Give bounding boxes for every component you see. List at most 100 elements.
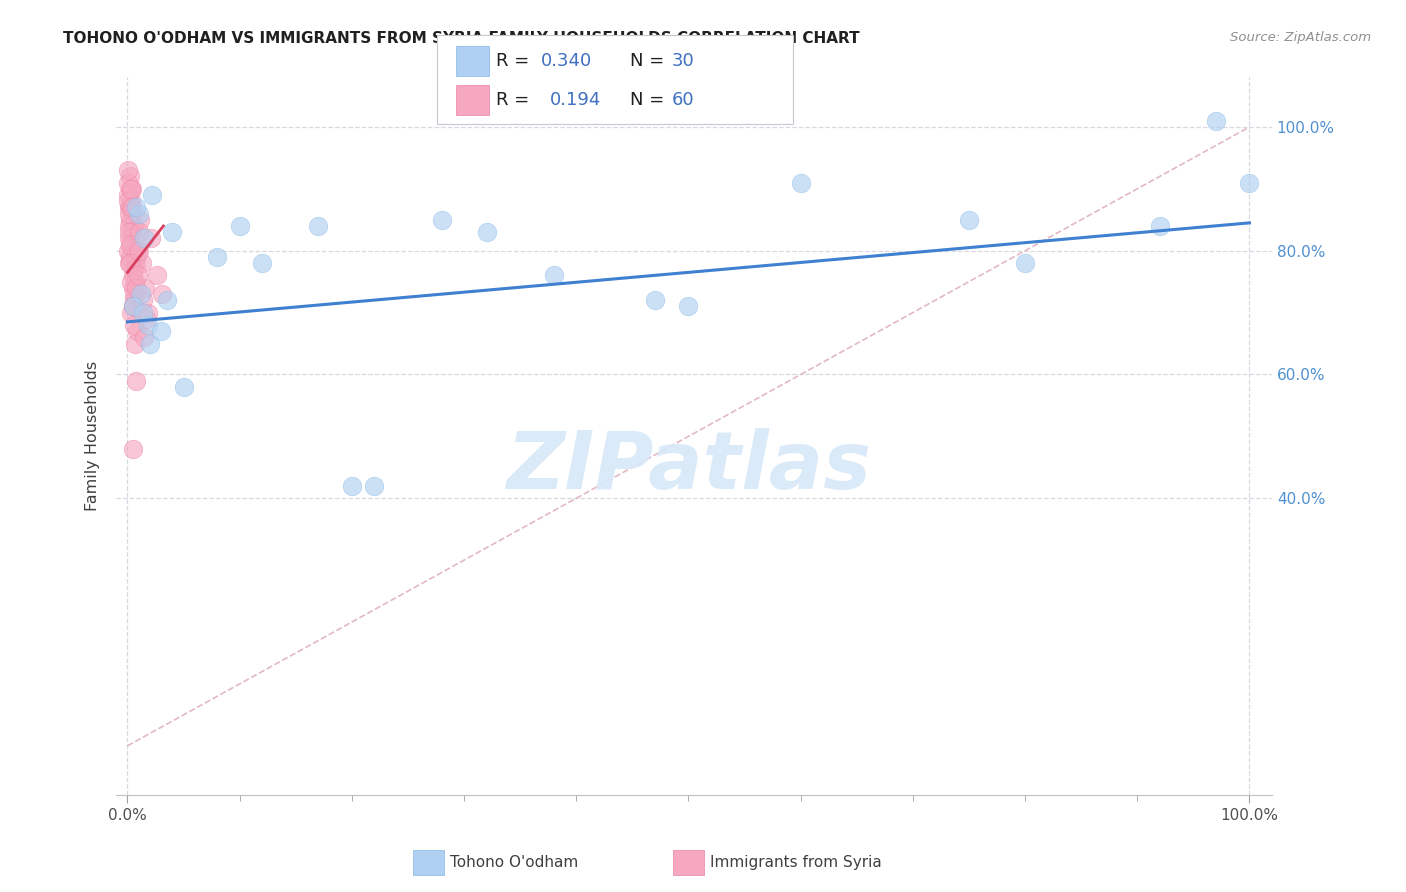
Point — [125, 256, 148, 270]
Point — [139, 336, 162, 351]
Point — [117, 176, 139, 190]
Point — [789, 176, 811, 190]
Point — [117, 194, 139, 209]
Point — [125, 281, 148, 295]
Point — [125, 201, 148, 215]
Point — [957, 212, 980, 227]
Text: N =: N = — [630, 91, 669, 109]
Point — [207, 250, 229, 264]
Point — [120, 237, 142, 252]
Point — [121, 268, 143, 283]
Point — [122, 300, 145, 314]
Point — [121, 206, 143, 220]
Point — [118, 250, 141, 264]
Point — [156, 293, 179, 308]
Point — [644, 293, 666, 308]
Point — [141, 188, 163, 202]
Point — [128, 244, 150, 258]
Point — [139, 231, 162, 245]
Point — [120, 305, 142, 319]
Point — [124, 336, 146, 351]
Point — [250, 256, 273, 270]
Point — [136, 305, 159, 319]
Point — [124, 262, 146, 277]
Point — [120, 212, 142, 227]
Point — [122, 293, 145, 308]
Point — [228, 219, 250, 233]
Point — [120, 194, 142, 209]
Point — [120, 182, 142, 196]
Point — [122, 219, 145, 233]
Point — [1205, 113, 1227, 128]
Point — [1149, 219, 1171, 233]
Point — [118, 201, 141, 215]
Point — [118, 219, 141, 233]
Text: TOHONO O'ODHAM VS IMMIGRANTS FROM SYRIA FAMILY HOUSEHOLDS CORRELATION CHART: TOHONO O'ODHAM VS IMMIGRANTS FROM SYRIA … — [63, 31, 860, 46]
Point — [127, 244, 149, 258]
Point — [122, 300, 145, 314]
Point — [363, 479, 385, 493]
Point — [1239, 176, 1261, 190]
Point — [118, 201, 141, 215]
Text: 30: 30 — [672, 53, 695, 70]
Point — [121, 442, 143, 456]
Point — [134, 281, 156, 295]
Text: R =: R = — [496, 91, 541, 109]
Point — [128, 225, 150, 239]
Point — [122, 281, 145, 295]
Y-axis label: Family Households: Family Households — [86, 361, 100, 511]
Text: 60: 60 — [672, 91, 695, 109]
Point — [135, 311, 157, 326]
Point — [127, 268, 149, 283]
Point — [122, 287, 145, 301]
Point — [121, 201, 143, 215]
Point — [150, 287, 173, 301]
Point — [136, 318, 159, 332]
Point — [127, 324, 149, 338]
Point — [124, 275, 146, 289]
Point — [475, 225, 498, 239]
Point — [117, 206, 139, 220]
Point — [122, 318, 145, 332]
Point — [118, 231, 141, 245]
Point — [121, 225, 143, 239]
Point — [117, 244, 139, 258]
Point — [117, 163, 139, 178]
Text: Immigrants from Syria: Immigrants from Syria — [710, 855, 882, 870]
Point — [145, 268, 167, 283]
Point — [120, 275, 142, 289]
Text: Tohono O'odham: Tohono O'odham — [450, 855, 578, 870]
Text: 0.340: 0.340 — [541, 53, 592, 70]
Point — [173, 380, 195, 394]
Point — [117, 256, 139, 270]
Point — [118, 169, 141, 184]
Text: 0.194: 0.194 — [550, 91, 602, 109]
Point — [125, 250, 148, 264]
Point — [307, 219, 329, 233]
Point — [132, 330, 155, 344]
Point — [430, 212, 453, 227]
Point — [129, 212, 152, 227]
Point — [120, 182, 142, 196]
Point — [120, 256, 142, 270]
Point — [121, 182, 143, 196]
Point — [543, 268, 565, 283]
Point — [117, 188, 139, 202]
Point — [124, 374, 146, 388]
Point — [129, 287, 152, 301]
Point — [162, 225, 184, 239]
Point — [340, 479, 363, 493]
Text: Source: ZipAtlas.com: Source: ZipAtlas.com — [1230, 31, 1371, 45]
Point — [118, 225, 141, 239]
Point — [131, 293, 153, 308]
Text: N =: N = — [630, 53, 669, 70]
Point — [128, 206, 150, 220]
Point — [150, 324, 173, 338]
Text: ZIPatlas: ZIPatlas — [506, 428, 870, 507]
Point — [118, 237, 141, 252]
Point — [132, 305, 155, 319]
Point — [678, 300, 700, 314]
Point — [124, 244, 146, 258]
Text: R =: R = — [496, 53, 536, 70]
Point — [1014, 256, 1036, 270]
